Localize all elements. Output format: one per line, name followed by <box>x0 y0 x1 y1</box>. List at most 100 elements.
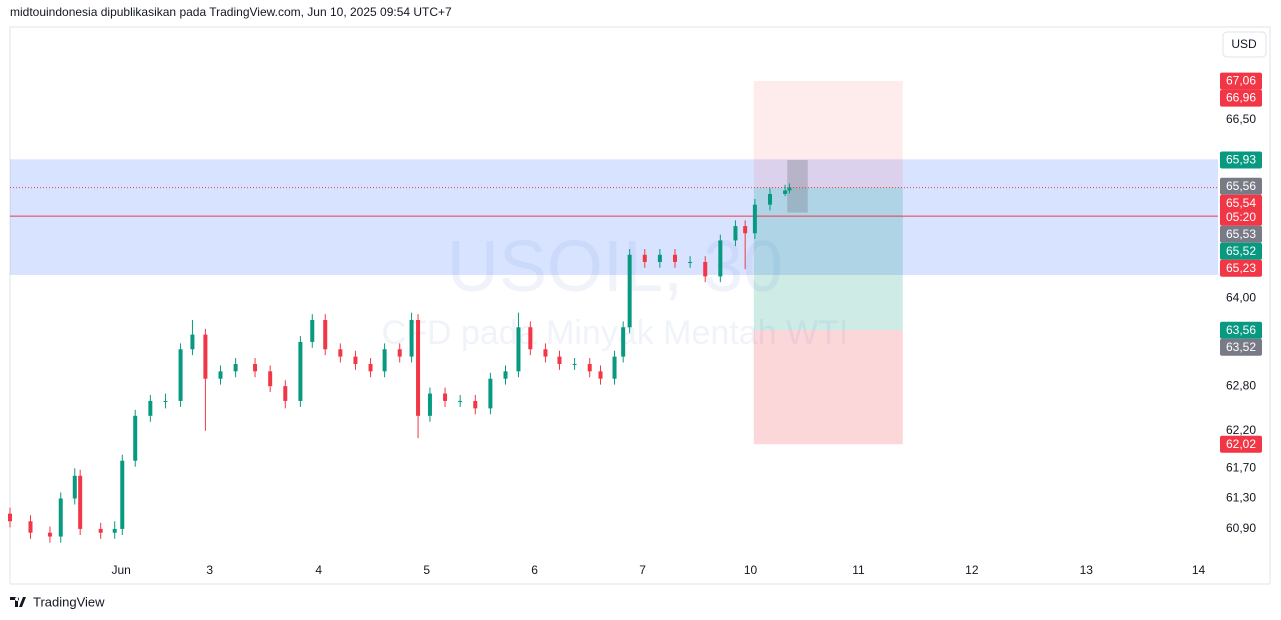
candle-body <box>621 327 626 357</box>
position-box <box>753 81 903 188</box>
header: midtouindonesia dipublikasikan pada Trad… <box>10 5 452 19</box>
candle-body <box>409 319 414 357</box>
candle-body <box>443 393 448 401</box>
candle-body <box>298 341 303 401</box>
x-tick-label: 11 <box>852 563 865 577</box>
logo: TradingView <box>10 594 105 609</box>
x-tick-label: 14 <box>1192 563 1206 577</box>
candle-body <box>310 319 315 342</box>
price-label-box <box>1220 89 1262 107</box>
price-label-box <box>1220 321 1262 339</box>
candle-body <box>752 204 757 234</box>
price-label-box <box>1220 259 1262 277</box>
watermark-subtitle: CFD pada Minyak Mentah WTI <box>382 314 849 352</box>
x-tick-label: 12 <box>965 563 979 577</box>
y-tick-label: 64,00 <box>1226 290 1256 304</box>
price-label: 62,02 <box>1226 437 1256 451</box>
currency-button[interactable] <box>1222 31 1267 58</box>
candle-body <box>672 254 677 262</box>
candle-body <box>8 513 12 522</box>
y-tick-label: 61,70 <box>1226 460 1256 474</box>
price-label-box <box>1220 338 1262 356</box>
currency[interactable]: USD <box>1231 37 1257 51</box>
candle-body <box>718 240 723 277</box>
candle-body <box>338 349 343 357</box>
y-tick-label: 62,20 <box>1226 423 1256 437</box>
x-tick-label: 10 <box>744 563 758 577</box>
candle-body <box>787 187 792 191</box>
price-label: 65,23 <box>1226 261 1256 275</box>
candle-body <box>382 349 387 372</box>
price-label-box <box>1220 225 1262 243</box>
price-label-box <box>1220 194 1262 226</box>
y-tick-label: 62,80 <box>1226 378 1256 392</box>
candle-body <box>733 226 738 241</box>
y-tick-label: 66,50 <box>1226 112 1256 126</box>
candle-body <box>233 363 238 372</box>
candle-body <box>397 349 402 357</box>
candle-body <box>557 356 562 364</box>
candle-body <box>503 371 508 379</box>
candle-body <box>98 528 103 533</box>
x-tick-label: 6 <box>531 563 538 577</box>
footer: TradingView <box>33 594 105 609</box>
candle-body <box>488 378 493 409</box>
candle-body <box>178 349 183 401</box>
candle-body <box>190 334 195 350</box>
candle-body <box>703 261 708 277</box>
candle-body <box>120 460 125 529</box>
candle-body <box>458 400 463 402</box>
chart-frame <box>9 26 1271 585</box>
zone <box>10 159 1218 275</box>
candle-body <box>572 363 577 365</box>
price-label: 65,52 <box>1226 244 1256 258</box>
candle-body <box>688 261 693 263</box>
candle-body <box>148 400 153 416</box>
candle-body <box>627 254 632 328</box>
candle-body <box>203 334 208 379</box>
price-label: 63,52 <box>1226 340 1256 354</box>
position-box <box>753 187 903 331</box>
plot <box>8 81 1218 543</box>
candle-body <box>323 319 328 350</box>
candle-body <box>253 363 258 372</box>
candle-body <box>587 363 592 372</box>
candle-body <box>163 400 168 402</box>
y-tick-label: 60,90 <box>1226 521 1256 535</box>
candle-body <box>657 254 662 262</box>
price-label-box <box>1220 151 1262 169</box>
candle-body <box>743 226 748 234</box>
candle-body <box>516 327 521 372</box>
position-box <box>787 160 808 213</box>
candle-body <box>767 194 772 205</box>
x-tick-label: 3 <box>206 563 213 577</box>
x-tick-label: 7 <box>639 563 646 577</box>
candle-body <box>427 393 432 416</box>
candle-body <box>642 254 647 262</box>
price-label: 65,93 <box>1226 153 1256 167</box>
price-label: 65,56 <box>1226 179 1256 193</box>
x-tick-label: Jun <box>112 563 131 577</box>
candle-body <box>72 475 77 499</box>
price-label: 65,54 <box>1226 196 1256 210</box>
candle-body <box>473 400 478 409</box>
y-tick-label: 61,30 <box>1226 491 1256 505</box>
candle-body <box>598 371 603 379</box>
price-label: 66,96 <box>1226 91 1256 105</box>
candle-body <box>28 521 33 533</box>
candle-body <box>112 528 117 533</box>
price-label: 67,06 <box>1226 74 1256 88</box>
candle-body <box>543 349 548 357</box>
candle-body <box>783 190 788 195</box>
watermark-title: USOIL, 30 <box>447 227 783 307</box>
candle-body <box>368 363 373 372</box>
price-label: 63,56 <box>1226 323 1256 337</box>
x-tick-label: 5 <box>423 563 430 577</box>
candle-body <box>133 415 138 461</box>
price-label-box <box>1220 242 1262 260</box>
position-box <box>753 330 903 445</box>
candle-body <box>47 532 52 537</box>
candle-body <box>268 371 273 387</box>
candle-body <box>58 498 63 537</box>
